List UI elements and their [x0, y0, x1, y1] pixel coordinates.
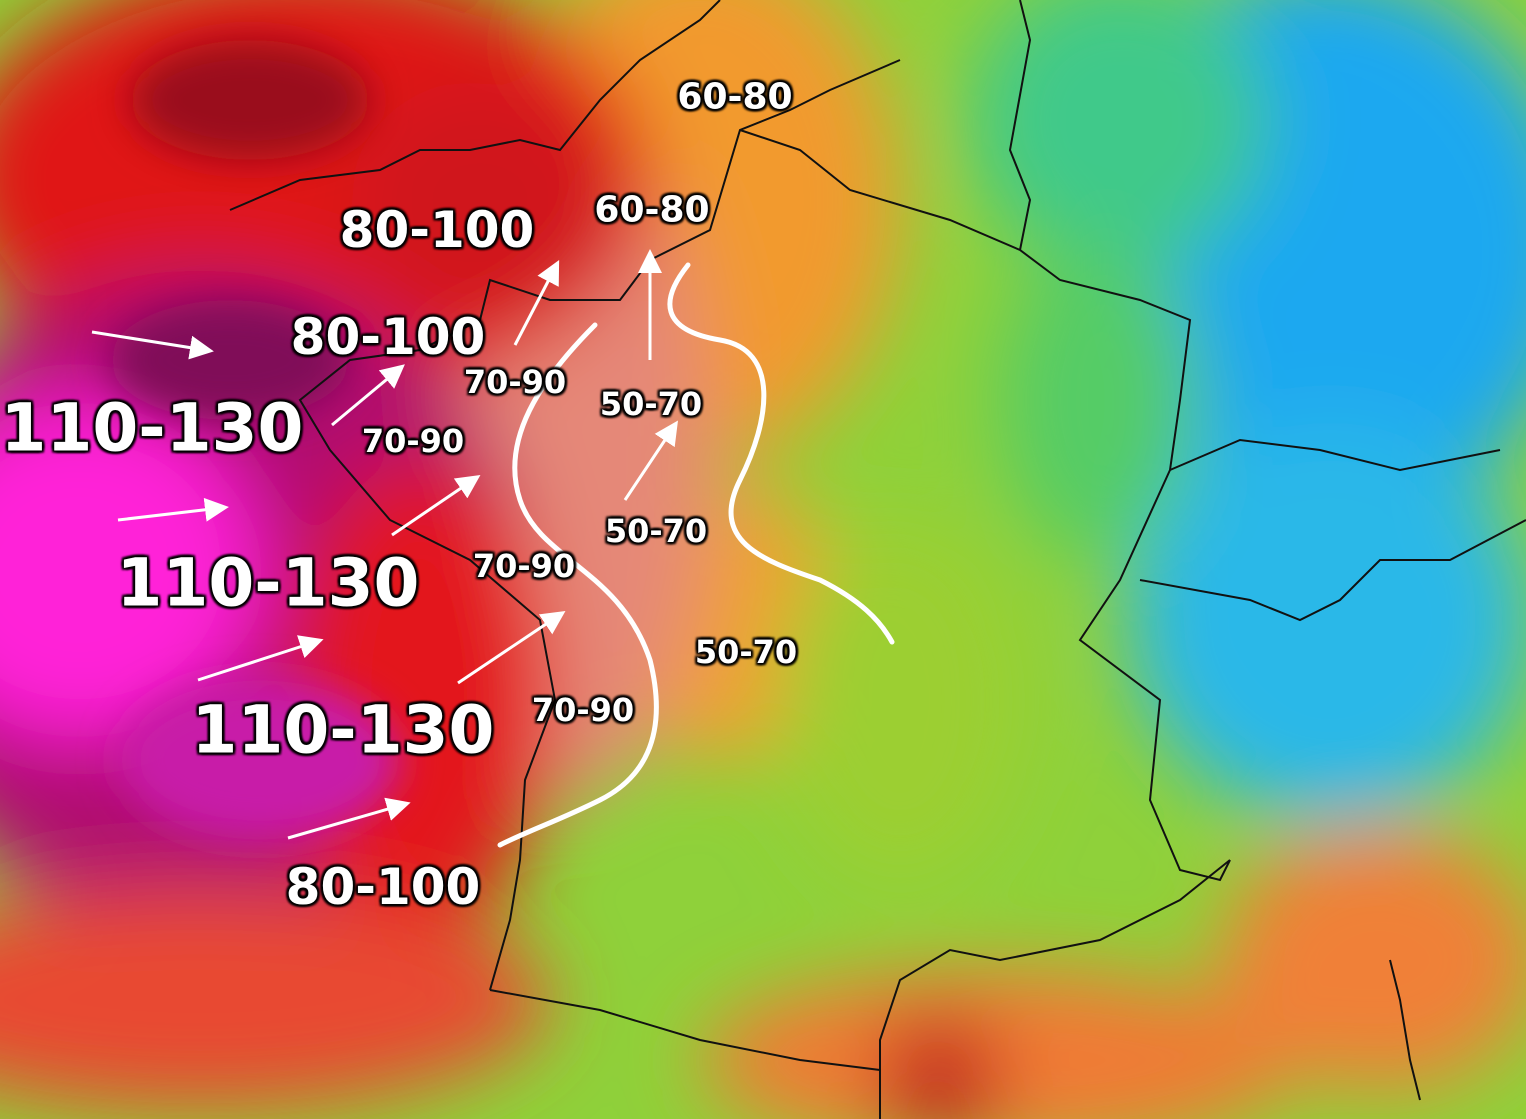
- gust-label: 110-130: [191, 691, 495, 769]
- front-lines: [497, 262, 895, 848]
- wind-arrow: [623, 420, 678, 501]
- swiss-border: [1169, 438, 1501, 472]
- gust-label: 70-90: [463, 363, 567, 401]
- wind-arrow: [391, 474, 481, 537]
- gust-label: 80-100: [285, 858, 481, 916]
- wind-arrow: [91, 330, 214, 360]
- gust-label: 50-70: [599, 385, 703, 423]
- mediterranean-coast: [879, 859, 1231, 1119]
- boundary-line-west: [497, 322, 659, 848]
- wind-arrow: [513, 260, 560, 346]
- gust-label: 70-90: [472, 547, 576, 585]
- gust-label: 110-130: [116, 544, 420, 622]
- gust-label: 70-90: [531, 691, 635, 729]
- gust-label: 60-80: [677, 76, 793, 118]
- gust-label: 80-100: [339, 201, 535, 259]
- gust-label: 50-70: [604, 512, 708, 550]
- spain-border: [489, 989, 881, 1071]
- wind-arrow: [287, 797, 411, 840]
- italy-border: [1139, 519, 1526, 622]
- france-coastline: [298, 59, 901, 991]
- wind-arrow: [197, 635, 324, 682]
- wind-arrow: [331, 364, 405, 427]
- gust-label: 80-100: [290, 308, 486, 366]
- gust-label: 50-70: [694, 633, 798, 671]
- germany-border: [1008, 0, 1032, 251]
- boundary-line-east: [667, 262, 895, 645]
- uk-coastline: [229, 0, 721, 211]
- wind-arrow: [117, 497, 229, 522]
- gust-label: 60-80: [594, 189, 710, 231]
- borders: [229, 0, 1526, 1119]
- wind-arrows: [91, 249, 678, 840]
- wind-arrow: [457, 610, 566, 685]
- corsica: [1389, 959, 1421, 1101]
- france-east-border: [739, 129, 1231, 882]
- gust-label: 110-130: [0, 389, 304, 467]
- gust-label: 70-90: [361, 422, 465, 460]
